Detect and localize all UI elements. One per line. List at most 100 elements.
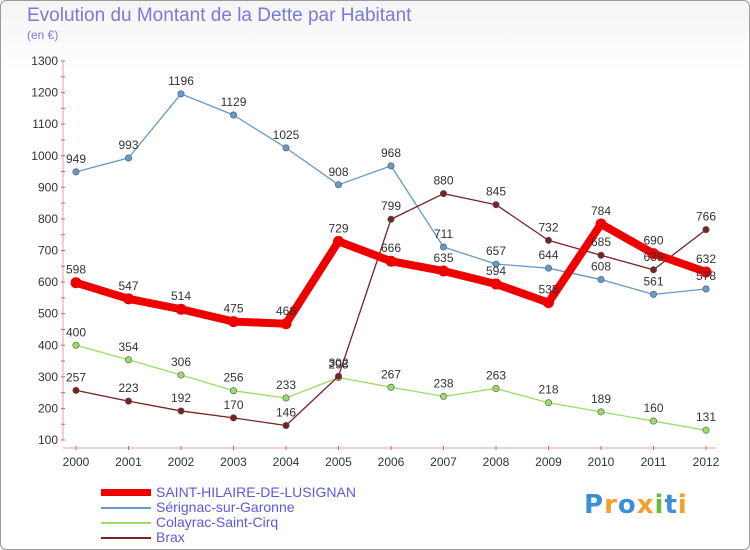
y-tick-label: 400 [38, 338, 58, 352]
data-point [282, 394, 290, 402]
series-line [72, 219, 710, 328]
data-label: 535 [538, 283, 558, 297]
data-point [492, 385, 500, 393]
data-point [702, 226, 710, 234]
data-label: 594 [486, 264, 506, 278]
data-label: 257 [66, 370, 86, 384]
y-tick-label: 300 [38, 370, 58, 384]
data-point [70, 277, 82, 289]
y-tick-label: 800 [38, 212, 58, 226]
y-tick-label: 700 [38, 244, 58, 258]
data-point [333, 235, 344, 247]
data-point [175, 303, 187, 315]
x-tick-label: 2006 [378, 455, 405, 469]
data-point [438, 265, 449, 277]
data-label: 1025 [273, 128, 300, 142]
data-point [649, 417, 657, 425]
data-point [387, 162, 395, 170]
data-label: 267 [381, 367, 401, 381]
x-tick-label: 2009 [535, 455, 562, 469]
y-tick-label: 1200 [31, 86, 58, 100]
data-point [439, 392, 447, 400]
data-point [544, 236, 552, 244]
data-label: 799 [381, 199, 401, 213]
legend-swatch [101, 522, 151, 524]
data-label: 354 [118, 340, 138, 354]
legend-label: Brax [156, 529, 185, 545]
data-label: 766 [696, 210, 716, 224]
data-label: 666 [381, 241, 401, 255]
data-label: 561 [643, 274, 663, 288]
y-tick-label: 200 [38, 401, 58, 415]
data-label: 298 [328, 357, 348, 371]
proxiti-logo: Proxiti [584, 490, 688, 520]
data-point [125, 356, 133, 364]
data-point [334, 181, 342, 189]
x-tick-label: 2008 [483, 455, 510, 469]
legend-label: Colayrac-Saint-Cirq [156, 514, 279, 530]
y-tick-label: 500 [38, 307, 58, 321]
data-label: 514 [171, 289, 191, 303]
data-point [544, 264, 552, 272]
legend-swatch [101, 537, 151, 539]
y-tick-label: 1100 [32, 117, 58, 131]
x-tick-label: 2011 [641, 455, 667, 469]
data-label: 547 [118, 279, 138, 293]
x-tick-label: 2000 [63, 455, 90, 469]
data-label: 949 [66, 152, 86, 166]
data-point [597, 408, 605, 416]
data-label: 784 [591, 204, 611, 218]
legend-label: Sérignac-sur-Garonne [156, 499, 295, 515]
data-point [387, 383, 395, 391]
x-tick-label: 2010 [588, 455, 615, 469]
data-point [72, 168, 80, 176]
data-point [649, 290, 657, 298]
data-point [177, 407, 185, 415]
data-point [230, 387, 238, 395]
data-point [177, 371, 185, 379]
x-tick-label: 2003 [220, 455, 247, 469]
data-point [648, 248, 659, 260]
legend-swatch [101, 507, 151, 509]
data-point [595, 218, 607, 230]
data-point [490, 278, 502, 290]
data-label: 635 [433, 251, 453, 265]
data-label: 1196 [168, 74, 194, 88]
data-label: 968 [381, 146, 401, 160]
data-label: 639 [643, 250, 663, 264]
data-point [230, 111, 238, 119]
data-point [72, 341, 80, 349]
data-point [439, 243, 447, 251]
data-point [387, 215, 395, 223]
data-label: 170 [223, 398, 243, 412]
data-point [230, 414, 238, 422]
y-tick-label: 900 [38, 180, 58, 194]
data-point [280, 318, 292, 330]
data-label: 238 [433, 376, 453, 390]
data-label: 233 [276, 378, 296, 392]
data-label: 160 [643, 401, 663, 415]
data-label: 711 [434, 227, 453, 241]
data-point [702, 285, 710, 293]
data-label: 306 [171, 355, 191, 369]
data-label: 690 [643, 234, 663, 248]
x-tick-label: 2012 [693, 455, 720, 469]
data-label: 632 [696, 252, 716, 266]
data-point [334, 372, 342, 380]
data-point [125, 154, 133, 162]
chart-title: Evolution du Montant de la Dette par Hab… [27, 5, 412, 26]
data-point [72, 386, 80, 394]
data-label: 880 [433, 174, 453, 188]
data-label: 644 [538, 248, 558, 262]
data-label: 608 [591, 260, 611, 274]
data-label: 256 [223, 371, 243, 385]
chart-subtitle: (en €) [27, 28, 59, 42]
data-label: 598 [66, 263, 86, 277]
data-point [385, 255, 397, 267]
x-tick-label: 2001 [115, 455, 142, 469]
data-label: 732 [538, 220, 558, 234]
data-point [228, 316, 239, 328]
data-label: 578 [696, 269, 716, 283]
